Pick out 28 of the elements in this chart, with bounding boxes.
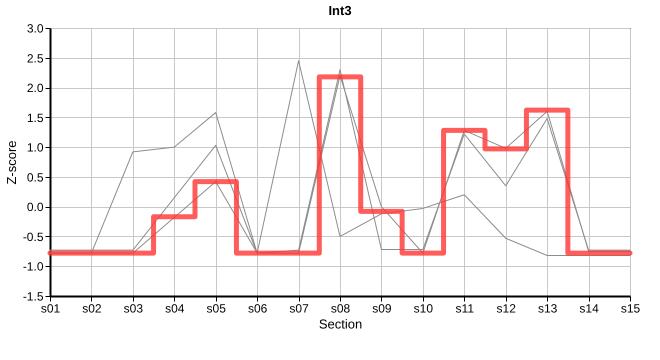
x-tick-label: s10 <box>414 302 434 316</box>
x-tick-label: s02 <box>82 302 102 316</box>
y-tick-label: -1.0 <box>22 260 44 274</box>
x-axis-title: Section <box>318 316 362 332</box>
x-tick-label: s03 <box>124 302 144 316</box>
chart-title: Int3 <box>328 3 352 18</box>
x-tick-label: s11 <box>456 302 474 316</box>
y-tick-label: -1.5 <box>22 290 44 304</box>
x-tick-label: s15 <box>620 302 640 316</box>
x-tick-label: s14 <box>579 302 600 316</box>
x-tick-label: s09 <box>372 302 392 316</box>
x-tick-label: s07 <box>289 302 310 316</box>
y-tick-label: -0.5 <box>22 230 44 244</box>
y-tick-label: 3.0 <box>26 22 44 36</box>
y-tick-label: 1.5 <box>26 110 44 125</box>
x-tick-label: s08 <box>330 302 350 316</box>
x-tick-label: s13 <box>538 302 558 316</box>
y-axis-title: Z-score <box>4 140 19 185</box>
y-tick-label: 0.0 <box>26 200 44 214</box>
x-tick-label: s05 <box>206 302 226 316</box>
y-tick-label: 2.5 <box>26 51 44 66</box>
y-tick-label: 2.0 <box>26 81 44 96</box>
y-tick-label: 0.5 <box>26 170 44 184</box>
x-tick-label: s04 <box>165 302 185 316</box>
x-tick-label: s01 <box>40 302 60 316</box>
x-tick-label: s12 <box>496 302 516 316</box>
y-tick-label: 1.0 <box>26 140 44 155</box>
x-tick-label: s06 <box>248 302 268 316</box>
